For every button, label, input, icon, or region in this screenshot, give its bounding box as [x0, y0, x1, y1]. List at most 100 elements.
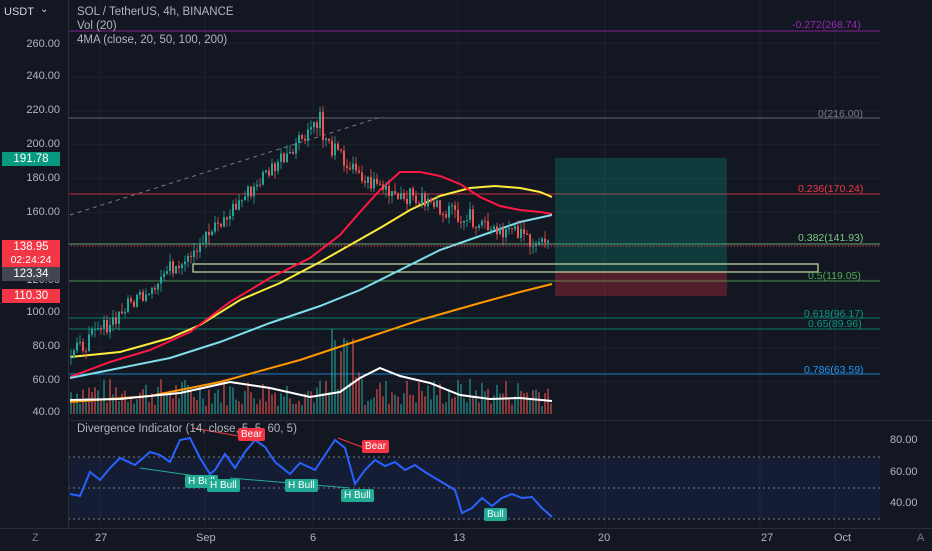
candle-body: [391, 191, 393, 197]
volume-bar: [319, 380, 321, 414]
time-axis[interactable]: [0, 528, 932, 551]
volume-bar: [322, 393, 324, 414]
fib-label: 0.5(119.05): [808, 270, 861, 282]
volume-bar: [316, 387, 318, 414]
fib-trend-line: [69, 117, 379, 216]
volume-bar: [295, 403, 297, 414]
volume-bar: [403, 393, 405, 414]
candle-body: [238, 200, 240, 210]
volume-bar: [340, 351, 342, 414]
volume-bar: [277, 405, 279, 414]
volume-bar: [442, 403, 444, 414]
candle-body: [532, 246, 534, 248]
price-tick: 40.00: [32, 406, 60, 418]
volume-bar: [331, 329, 333, 414]
volume-bar: [526, 392, 528, 414]
volume-bar: [520, 390, 522, 414]
volume-bar: [169, 393, 171, 414]
candle-body: [490, 229, 492, 231]
price-tick: 200.00: [26, 138, 60, 150]
candle-body: [226, 217, 228, 220]
currency-label[interactable]: USDT: [4, 6, 34, 18]
candle-body: [256, 184, 258, 187]
candle-body: [502, 228, 504, 238]
candle-body: [211, 231, 213, 236]
auto-scale-button[interactable]: A: [917, 532, 925, 544]
volume-bar: [142, 389, 144, 414]
volume-bar: [91, 392, 93, 414]
volume-bar: [352, 338, 354, 414]
candle-body: [421, 193, 423, 205]
volume-bar: [148, 402, 150, 414]
candle-body: [298, 135, 300, 143]
price-tick: 180.00: [26, 172, 60, 184]
volume-bar: [223, 380, 225, 414]
ma-indicator-label[interactable]: 4MA (close, 20, 50, 100, 200): [77, 34, 228, 46]
volume-bar: [139, 392, 141, 414]
time-tick: Sep: [196, 532, 216, 544]
volume-bar: [451, 398, 453, 414]
volume-bar: [286, 385, 288, 414]
volume-bar: [454, 397, 456, 414]
candle-body: [313, 122, 315, 128]
chevron-down-icon[interactable]: ⌄: [40, 4, 49, 15]
volume-bar: [502, 393, 504, 414]
candle-body: [454, 205, 456, 210]
candle-body: [484, 220, 486, 222]
volume-bar: [97, 390, 99, 414]
fib-label: -0.272(268.74): [792, 19, 861, 31]
candle-body: [169, 261, 171, 272]
pane-separator[interactable]: [68, 420, 932, 421]
volume-bar: [490, 403, 492, 414]
stop-price-tag: 110.30: [2, 289, 60, 303]
candle-body: [511, 227, 513, 230]
z-corner-button[interactable]: Z: [32, 532, 39, 544]
candle-body: [331, 140, 333, 156]
candle-body: [199, 243, 201, 252]
symbol-title[interactable]: SOL / TetherUS, 4h, BINANCE: [77, 6, 234, 18]
candle-body: [247, 186, 249, 197]
price-tick: 260.00: [26, 38, 60, 50]
volume-bar: [493, 395, 495, 414]
candle-body: [223, 217, 225, 227]
volume-ma-line: [69, 366, 553, 402]
candle-body: [415, 195, 417, 203]
volume-bar: [460, 383, 462, 414]
candle-body: [463, 220, 465, 223]
candle-body: [418, 202, 420, 205]
volume-bar: [421, 390, 423, 414]
candle-body: [274, 163, 276, 171]
volume-bar: [262, 383, 264, 414]
volume-bar: [325, 381, 327, 414]
candle-body: [436, 200, 438, 207]
candle-body: [286, 153, 288, 163]
volume-bar: [76, 393, 78, 414]
candle-body: [289, 152, 291, 154]
volume-bar: [208, 389, 210, 414]
candle-body: [301, 135, 303, 139]
volume-bar: [373, 397, 375, 414]
volume-bar: [487, 388, 489, 414]
candle-body: [232, 203, 234, 216]
volume-bar: [475, 390, 477, 414]
candle-body: [451, 205, 453, 207]
volume-bar: [253, 398, 255, 414]
volume-bar: [388, 403, 390, 414]
candle-body: [217, 222, 219, 224]
candle-body: [163, 273, 165, 277]
volume-bar: [118, 401, 120, 414]
volume-bar: [412, 395, 414, 414]
candle-body: [151, 287, 153, 294]
volume-bar: [160, 379, 162, 414]
volume-bar: [259, 399, 261, 414]
volume-bar: [283, 396, 285, 414]
divergence-oscillator-line: [69, 436, 553, 518]
volume-bar: [265, 401, 267, 414]
candle-body: [253, 186, 255, 197]
candle-body: [304, 138, 306, 141]
volume-indicator-label[interactable]: Vol (20): [77, 20, 117, 32]
candle-body: [319, 111, 321, 129]
candle-body: [235, 203, 237, 210]
fib-label: 0.786(63.59): [804, 364, 864, 376]
